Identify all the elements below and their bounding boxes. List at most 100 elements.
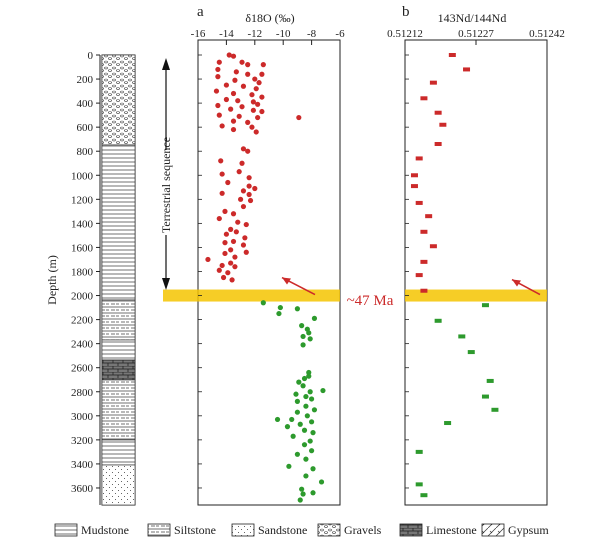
d18o-point-green — [301, 427, 308, 433]
litho-mudstone-upper — [101, 144, 136, 301]
d18o-point-green — [320, 387, 326, 394]
d18o-point-red — [222, 250, 228, 257]
nd-point-green — [415, 449, 423, 454]
d18o-point-red — [247, 197, 254, 204]
nd-point-red — [439, 122, 447, 127]
d18o-point-red — [240, 83, 247, 89]
depth-tick-label: 800 — [77, 146, 94, 158]
d18o-point-red — [219, 171, 225, 177]
nd-point-red — [425, 214, 433, 219]
d18o-point-green — [300, 333, 306, 340]
d18o-point-red — [216, 112, 222, 118]
d18o-point-red — [216, 59, 222, 65]
d18o-point-red — [236, 113, 242, 119]
d18o-point-green — [307, 336, 313, 342]
depth-tick-label: 200 — [77, 74, 94, 86]
panel-a-xtick-label: -14 — [219, 28, 234, 40]
d18o-point-red — [216, 267, 222, 273]
panel-a-xtick-label: -6 — [335, 28, 345, 40]
d18o-point-green — [277, 304, 283, 311]
d18o-point-green — [296, 379, 302, 385]
d18o-point-red — [245, 71, 251, 77]
d18o-point-red — [230, 53, 237, 59]
nd-point-red — [415, 200, 423, 205]
depth-tick-label: 1600 — [71, 242, 94, 254]
d18o-point-green — [301, 375, 308, 382]
legend-label-gypsum: Gypsum — [508, 523, 549, 537]
nd-point-red — [420, 229, 428, 234]
d18o-point-green — [300, 491, 306, 497]
d18o-point-red — [240, 203, 247, 210]
d18o-point-red — [239, 59, 245, 65]
d18o-point-green — [310, 466, 316, 472]
d18o-point-green — [260, 300, 266, 306]
d18o-point-green — [286, 463, 292, 469]
d18o-point-red — [240, 188, 247, 194]
d18o-point-red — [250, 99, 256, 105]
d18o-point-green — [294, 306, 300, 312]
d18o-point-red — [235, 219, 241, 225]
d18o-point-red — [242, 235, 248, 241]
litho-limestone — [101, 359, 136, 381]
d18o-point-red — [219, 123, 225, 129]
litho-siltstone-lower — [101, 379, 136, 441]
nd-point-red — [420, 259, 428, 264]
d18o-point-green — [309, 419, 315, 425]
depth-tick-label: 0 — [88, 50, 94, 62]
d18o-point-red — [228, 106, 234, 112]
d18o-point-red — [205, 256, 211, 263]
d18o-point-green — [276, 310, 282, 317]
nd-point-green — [491, 407, 499, 412]
nd-point-red — [448, 53, 456, 57]
nd-point-green — [458, 334, 466, 339]
d18o-point-red — [239, 104, 245, 110]
d18o-point-red — [296, 114, 302, 121]
d18o-point-red — [238, 196, 244, 202]
d18o-point-red — [218, 158, 224, 164]
panel-b-letter: b — [402, 4, 410, 20]
d18o-point-red — [259, 108, 265, 115]
d18o-point-red — [245, 148, 251, 154]
panel-a-xtick-label: -12 — [247, 28, 262, 40]
nd-point-red — [420, 288, 428, 293]
depth-tick-label: 3600 — [71, 483, 94, 495]
d18o-point-red — [240, 146, 247, 152]
nd-point-red — [415, 156, 423, 161]
d18o-point-red — [240, 242, 247, 248]
nd-point-green — [415, 482, 423, 487]
d18o-point-green — [297, 497, 303, 503]
nd-point-green — [434, 318, 442, 323]
depth-tick-label: 600 — [77, 122, 94, 134]
d18o-point-red — [223, 231, 229, 237]
litho-mudstone-mid — [101, 339, 136, 361]
panel-b-xtick-label: 0.51227 — [458, 28, 494, 40]
terrestrial-arrowhead-up — [162, 58, 170, 70]
d18o-point-red — [253, 129, 259, 135]
d18o-point-green — [307, 438, 313, 444]
d18o-point-red — [236, 169, 242, 175]
depth-tick-label: 1200 — [71, 194, 94, 206]
d18o-point-red — [222, 240, 228, 246]
depth-tick-label: 3400 — [71, 459, 94, 471]
boundary-band-a — [163, 289, 340, 302]
nd-point-red — [434, 110, 442, 115]
d18o-point-green — [293, 391, 299, 397]
d18o-point-red — [232, 77, 238, 83]
d18o-point-red — [213, 88, 220, 94]
d18o-point-red — [228, 247, 234, 253]
d18o-point-red — [228, 226, 234, 232]
d18o-point-red — [232, 254, 238, 260]
depth-tick-label: 400 — [77, 98, 94, 110]
d18o-point-red — [216, 215, 222, 222]
d18o-point-red — [223, 82, 229, 88]
d18o-point-green — [294, 409, 300, 415]
panel-a: a δ18O (‰) Terrestrial sequence — [159, 4, 341, 506]
boundary-arrowhead-b — [512, 279, 521, 287]
d18o-point-red — [215, 66, 221, 73]
d18o-point-red — [253, 86, 259, 92]
d18o-point-red — [259, 94, 265, 100]
d18o-point-red — [260, 62, 266, 68]
depth-tick-label: 3200 — [71, 435, 94, 447]
depth-tick-label: 2400 — [71, 339, 94, 351]
d18o-point-red — [255, 114, 261, 121]
